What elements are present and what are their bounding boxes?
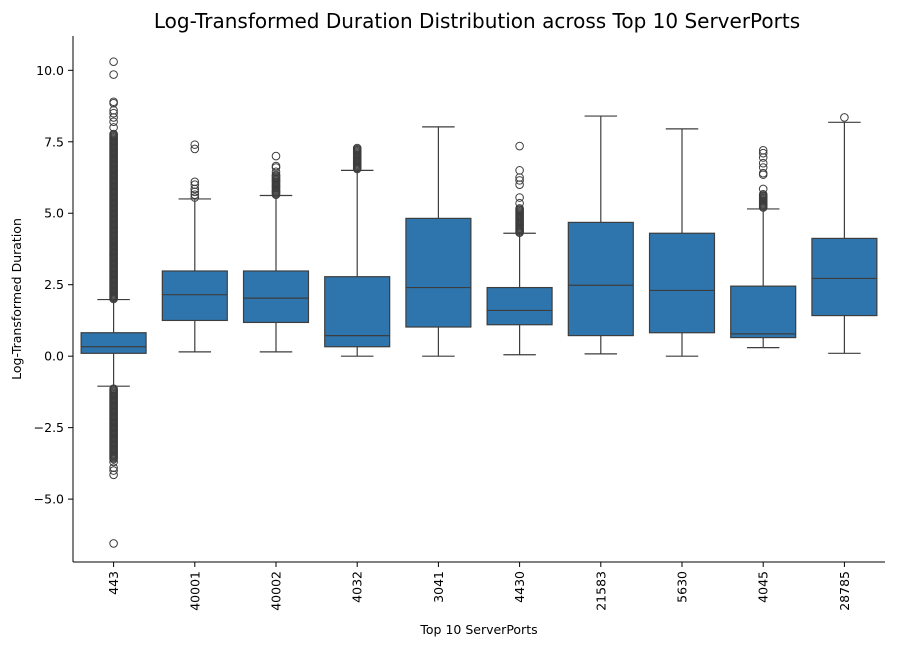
box-4430 <box>486 286 553 326</box>
box-28785 <box>811 237 878 317</box>
outlier-point <box>271 167 281 177</box>
outlier-point <box>515 166 524 175</box>
y-tick-label: 5.0 <box>44 206 64 221</box>
box-21583 <box>567 221 634 337</box>
outlier-point <box>758 190 768 199</box>
outlier-point <box>352 143 362 153</box>
x-tick-label-28785: 28785 <box>837 571 852 611</box>
outlier-point <box>271 161 281 171</box>
box-443 <box>80 332 147 354</box>
outlier-point <box>515 204 524 213</box>
outlier-point <box>515 141 524 151</box>
outlier-point <box>515 198 524 208</box>
outlier-point <box>758 146 768 155</box>
outlier-point <box>190 190 200 199</box>
outlier-point <box>109 470 118 480</box>
outlier-point <box>758 168 768 178</box>
outlier-point <box>109 70 118 79</box>
outlier-point <box>758 184 768 194</box>
y-tick-label: 0.0 <box>44 349 64 364</box>
x-tick-label-3041: 3041 <box>431 571 446 603</box>
outlier-point <box>190 193 200 202</box>
y-tick-label: 2.5 <box>44 277 64 292</box>
outlier-point <box>109 108 118 118</box>
outlier-point <box>109 97 118 107</box>
outlier-point <box>758 158 768 168</box>
x-axis-label: Top 10 ServerPorts <box>419 622 537 637</box>
outlier-point <box>109 117 118 127</box>
x-tick-label-21583: 21583 <box>593 571 608 611</box>
box-40001 <box>161 270 228 322</box>
outlier-point <box>109 384 118 393</box>
plot-area: −5.0 −2.5 0.0 2.5 5.0 7.5 10.0 443 40001 40002 403… <box>34 36 885 611</box>
y-tick-label: −2.5 <box>34 420 64 435</box>
box-3041 <box>405 217 472 328</box>
box-40002 <box>242 270 310 324</box>
outlier-point <box>109 123 118 132</box>
outlier-point <box>190 144 200 154</box>
y-tick-label: −5.0 <box>34 492 64 507</box>
outlier-point <box>515 176 524 185</box>
outlier-point <box>190 180 200 189</box>
outlier-point <box>109 539 118 548</box>
y-axis-label: Log-Transformed Duration <box>9 218 24 380</box>
outlier-point <box>190 140 200 149</box>
x-tick-label-40001: 40001 <box>187 571 202 611</box>
outlier-point <box>840 113 849 122</box>
outlier-point <box>190 177 200 187</box>
box-4032 <box>324 276 391 348</box>
x-tick-label-5630: 5630 <box>675 571 690 603</box>
y-tick-label: 7.5 <box>44 134 64 149</box>
chart-title: Log-Transformed Duration Distribution ac… <box>154 9 800 33</box>
outlier-point <box>758 163 768 172</box>
outlier-point <box>109 457 118 467</box>
outlier-point <box>109 129 118 139</box>
x-tick-label-4032: 4032 <box>350 571 365 603</box>
x-tick-label-4430: 4430 <box>512 571 527 603</box>
box-5630 <box>648 232 716 334</box>
outlier-point <box>515 193 524 202</box>
x-tick-label-4045: 4045 <box>756 571 771 603</box>
y-tick-label: 10.0 <box>36 63 64 78</box>
x-tick-label-443: 443 <box>106 571 121 595</box>
outlier-point <box>109 57 118 67</box>
outlier-point <box>109 466 118 475</box>
x-tick-label-40002: 40002 <box>269 571 284 611</box>
outlier-point <box>271 151 281 161</box>
outlier-point <box>758 148 768 158</box>
box-4045 <box>730 285 797 339</box>
